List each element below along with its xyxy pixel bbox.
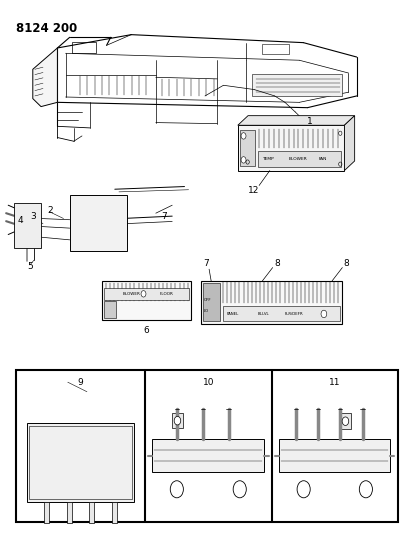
Text: 8: 8: [273, 260, 279, 268]
Polygon shape: [237, 116, 354, 125]
Bar: [237, 125, 344, 171]
Bar: [202, 283, 219, 321]
Bar: [27, 423, 134, 502]
Circle shape: [342, 417, 348, 425]
Circle shape: [141, 290, 146, 297]
Bar: [222, 306, 339, 321]
Text: 5: 5: [27, 262, 33, 271]
Bar: [14, 203, 41, 248]
Bar: [89, 502, 94, 523]
Circle shape: [240, 133, 245, 139]
Circle shape: [174, 416, 180, 425]
Bar: [172, 413, 182, 428]
Text: 7: 7: [161, 212, 166, 221]
Bar: [16, 370, 397, 522]
Text: PANEL: PANEL: [226, 312, 238, 316]
Bar: [262, 44, 288, 54]
Bar: [279, 439, 389, 472]
Circle shape: [297, 481, 310, 498]
Bar: [239, 130, 255, 166]
Bar: [67, 502, 72, 523]
Text: FAN: FAN: [317, 157, 326, 161]
Bar: [152, 439, 264, 472]
Bar: [252, 74, 342, 96]
Circle shape: [170, 481, 183, 498]
Text: BLOWER: BLOWER: [288, 157, 307, 161]
Circle shape: [358, 481, 371, 498]
Polygon shape: [344, 116, 354, 171]
Text: 8: 8: [343, 260, 348, 268]
Bar: [104, 301, 116, 318]
Text: 9: 9: [77, 378, 83, 386]
Bar: [102, 281, 190, 320]
Text: 1: 1: [306, 117, 312, 126]
Text: BI-LVL: BI-LVL: [257, 312, 268, 316]
Text: 7: 7: [203, 260, 209, 268]
Text: 10: 10: [202, 378, 213, 386]
Text: 8124 200: 8124 200: [16, 22, 77, 35]
Circle shape: [320, 310, 326, 318]
Text: FLOOR: FLOOR: [160, 292, 173, 296]
Text: 6: 6: [143, 326, 149, 335]
Text: OFF: OFF: [203, 298, 211, 302]
Polygon shape: [33, 48, 57, 107]
Text: FLR/DEFR: FLR/DEFR: [284, 312, 303, 316]
Text: LO: LO: [203, 309, 208, 313]
Text: 11: 11: [328, 378, 340, 386]
Text: 4: 4: [17, 216, 23, 225]
Text: BLOWER: BLOWER: [122, 292, 140, 296]
Text: 2: 2: [47, 206, 53, 215]
Bar: [104, 288, 189, 300]
Text: 3: 3: [30, 213, 36, 221]
Bar: [200, 281, 342, 324]
Bar: [339, 413, 350, 429]
Text: TEMP: TEMP: [262, 157, 274, 161]
Circle shape: [233, 481, 246, 498]
Bar: [72, 42, 96, 53]
Bar: [258, 151, 340, 167]
Bar: [29, 426, 132, 499]
Circle shape: [240, 157, 245, 163]
Bar: [70, 195, 127, 251]
Text: 12: 12: [247, 187, 259, 195]
Bar: [112, 502, 117, 523]
Bar: [44, 502, 49, 523]
